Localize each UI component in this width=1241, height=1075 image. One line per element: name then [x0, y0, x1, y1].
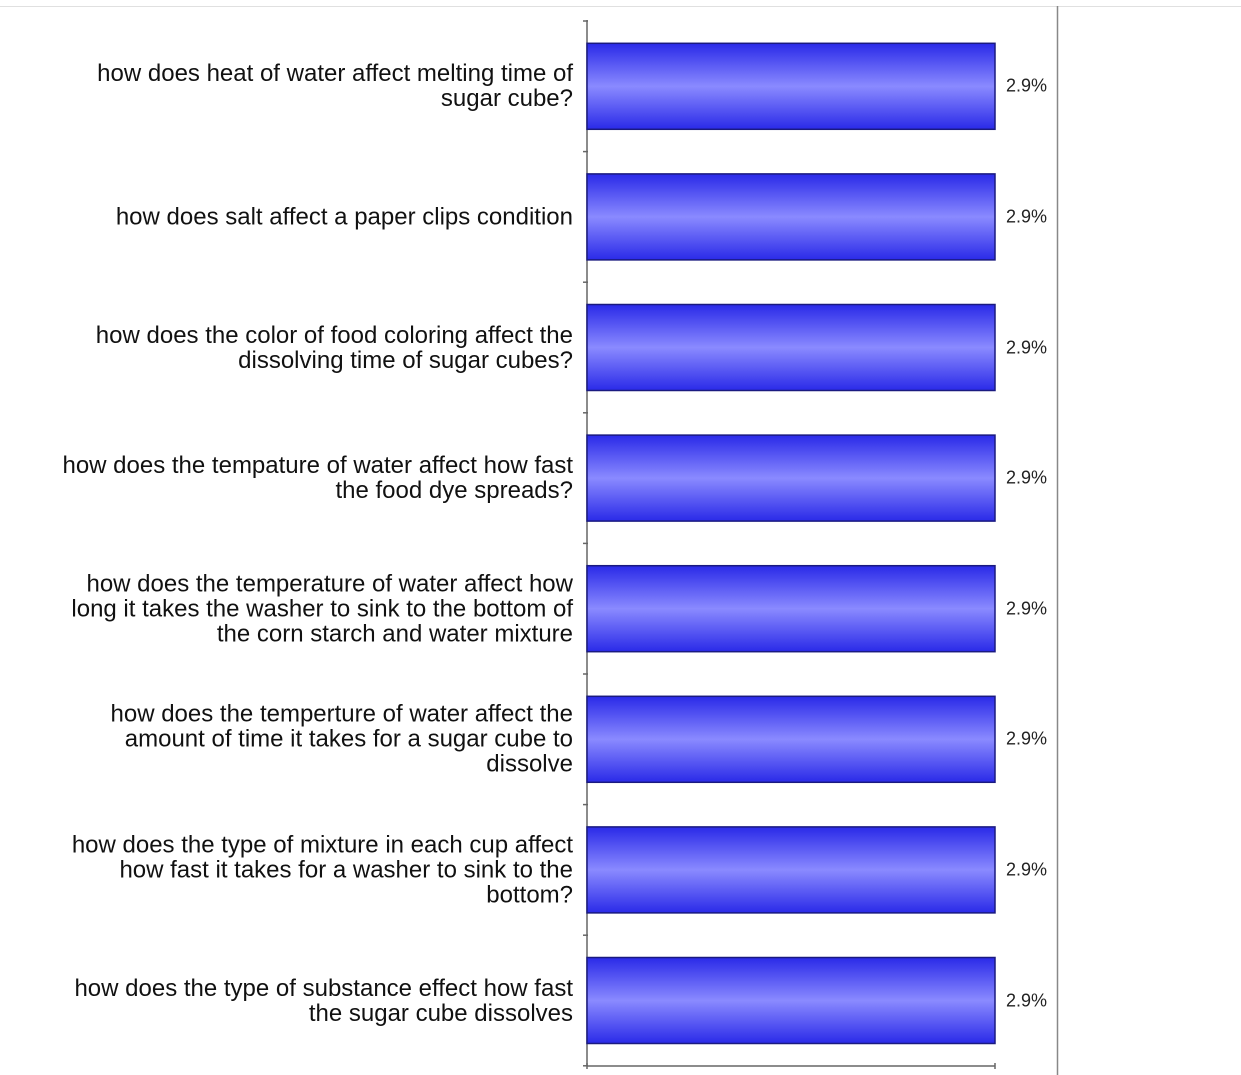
- bar: [586, 434, 996, 522]
- data-label: 2.9%: [1006, 467, 1048, 488]
- data-label: 2.9%: [1006, 598, 1048, 619]
- category-label: how does the temperature of water affect…: [71, 570, 573, 648]
- data-label: 2.9%: [1006, 859, 1048, 880]
- category-label: how does the type of mixture in each cup…: [71, 831, 573, 909]
- bar: [586, 826, 996, 914]
- data-label: 2.9%: [1006, 337, 1048, 357]
- bar: [586, 303, 996, 392]
- bar: [586, 695, 996, 784]
- data-label: 2.9%: [1006, 75, 1048, 96]
- category-label: how does the type of substance effect ho…: [74, 974, 573, 1027]
- data-label: 2.9%: [1006, 206, 1048, 227]
- category-label: how does the tempature of water affect h…: [62, 452, 573, 505]
- category-label: how does the color of food coloring affe…: [95, 321, 573, 374]
- bar: [586, 564, 996, 653]
- category-label: how does salt affect a paper clips condi…: [115, 203, 573, 231]
- data-label: 2.9%: [1006, 728, 1048, 749]
- data-label: 2.9%: [1006, 990, 1048, 1010]
- bar: [586, 173, 996, 261]
- bar: [586, 42, 996, 131]
- category-label: how does the temperture of water affect …: [110, 700, 574, 778]
- category-label: how does heat of water affect melting ti…: [97, 60, 573, 113]
- bar: [586, 956, 996, 1045]
